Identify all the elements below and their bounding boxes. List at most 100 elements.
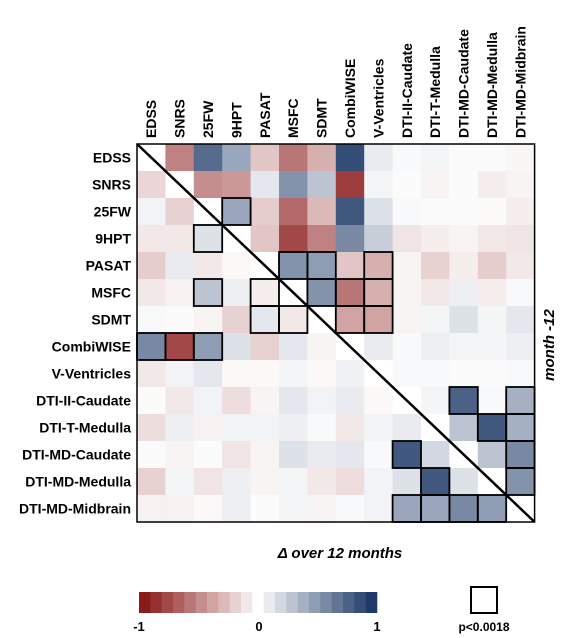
- heatmap-cell: [364, 468, 393, 496]
- color-scale-swatch: [139, 592, 151, 613]
- heatmap-cell: [279, 387, 308, 415]
- heatmap-cell: [421, 387, 450, 415]
- diagonal-line: [136, 143, 536, 523]
- significant-cell-outline: [448, 386, 479, 415]
- heatmap-cell: [222, 306, 251, 334]
- heatmap-cell: [279, 225, 308, 253]
- heatmap-cell: [421, 306, 450, 334]
- heatmap-cell: [222, 360, 251, 388]
- heatmap-cell: [165, 360, 195, 388]
- heatmap-cell: [250, 333, 280, 361]
- column-label: 25FW: [200, 100, 216, 138]
- heatmap-cell: [165, 198, 195, 226]
- color-scale-swatch: [320, 592, 332, 613]
- significant-cell-outline: [221, 197, 252, 226]
- heatmap-cell: [335, 171, 365, 199]
- column-label: PASAT: [257, 92, 273, 138]
- scale-min-label: -1: [133, 619, 145, 634]
- heatmap-cell: [449, 198, 479, 226]
- heatmap-cell: [392, 144, 422, 172]
- heatmap-cell: [506, 468, 535, 496]
- heatmap-cell: [250, 387, 280, 415]
- heatmap-cell: [392, 225, 422, 253]
- heatmap-cell: [279, 198, 308, 226]
- heatmap-cell: [307, 360, 337, 388]
- heatmap-cell: [193, 468, 223, 496]
- heatmap-cell: [477, 333, 507, 361]
- column-label: EDSS: [143, 100, 159, 138]
- color-scale-swatch: [252, 592, 264, 613]
- heatmap-cell: [506, 387, 535, 415]
- heatmap-cell: [165, 387, 195, 415]
- heatmap-cell: [335, 495, 365, 523]
- heatmap-cell: [193, 225, 223, 253]
- heatmap-cell: [307, 333, 337, 361]
- heatmap-cell: [421, 468, 450, 496]
- heatmap-cell: [165, 495, 195, 523]
- heatmap-cell: [307, 171, 337, 199]
- heatmap-cell: [477, 144, 507, 172]
- color-scale-swatch: [343, 592, 355, 613]
- heatmap-cell: [506, 171, 535, 199]
- heatmap-cell: [193, 333, 223, 361]
- heatmap-cell: [279, 468, 308, 496]
- heatmap-cell: [222, 279, 251, 307]
- color-scale-swatch: [195, 592, 208, 613]
- heatmap-cell: [335, 441, 365, 469]
- heatmap-cell: [364, 495, 393, 523]
- row-label: DTI-MD-Caudate: [22, 447, 131, 463]
- heatmap-cell: [137, 171, 166, 199]
- heatmap-cell: [307, 225, 337, 253]
- heatmap-cell: [421, 279, 450, 307]
- heatmap-cell: [222, 414, 251, 442]
- heatmap-cell: [279, 171, 308, 199]
- heatmap-cell: [421, 360, 450, 388]
- heatmap-cell: [193, 360, 223, 388]
- significance-legend-label: p<0.0018: [458, 620, 509, 634]
- row-label: CombiWISE: [52, 339, 131, 355]
- color-scale-swatch: [150, 592, 162, 613]
- heatmap-cell: [222, 198, 251, 226]
- heatmap-cell: [477, 495, 507, 523]
- heatmap-cell: [506, 252, 535, 280]
- heatmap-cell: [506, 333, 535, 361]
- heatmap-cell: [250, 495, 280, 523]
- heatmap-cell: [421, 252, 450, 280]
- heatmap-cell: [506, 144, 535, 172]
- heatmap-cell: [364, 279, 393, 307]
- column-label: SNRS: [172, 99, 188, 138]
- heatmap-cell: [477, 387, 507, 415]
- heatmap-cell: [279, 252, 308, 280]
- heatmap-cell: [165, 441, 195, 469]
- row-label: V-Ventricles: [52, 366, 132, 382]
- color-scale-bar: [139, 592, 378, 613]
- significant-cell-outline: [278, 305, 309, 334]
- heatmap-cell: [392, 171, 422, 199]
- heatmap-cell: [449, 252, 479, 280]
- heatmap-cell: [449, 495, 479, 523]
- heatmap-cell: [250, 144, 280, 172]
- diagonal-divider: [136, 143, 536, 523]
- heatmap-cell: [477, 360, 507, 388]
- color-scale-swatch: [173, 592, 185, 613]
- heatmap-cell: [392, 468, 422, 496]
- color-scale-swatch: [354, 592, 366, 613]
- heatmap-cell: [250, 198, 280, 226]
- heatmap-cell: [307, 468, 337, 496]
- heatmap-cell: [477, 441, 507, 469]
- column-label: CombiWISE: [342, 59, 358, 138]
- row-label: 25FW: [94, 204, 132, 220]
- heatmap-cell: [279, 360, 308, 388]
- significant-cell-outline: [391, 440, 422, 469]
- heatmap-cell: [307, 279, 337, 307]
- color-scale-swatch: [207, 592, 219, 613]
- heatmap-cell: [392, 252, 422, 280]
- heatmap-cell: [477, 414, 507, 442]
- heatmap-cell: [165, 306, 195, 334]
- color-scale-swatch: [184, 592, 196, 613]
- row-label: EDSS: [93, 150, 131, 166]
- heatmap-cell: [506, 360, 535, 388]
- heatmap-cell: [137, 387, 166, 415]
- heatmap-cell: [137, 306, 166, 334]
